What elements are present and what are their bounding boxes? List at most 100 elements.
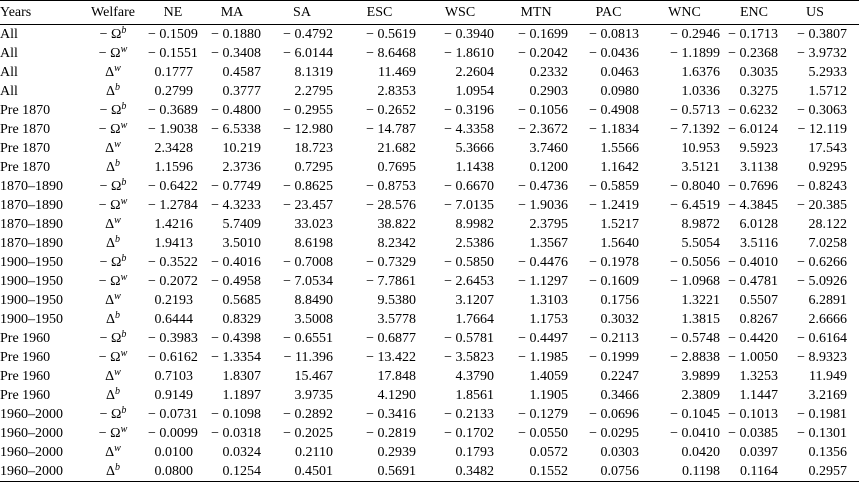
value-cell: 33.023 — [294, 217, 334, 232]
column-header: ENC — [725, 0, 783, 25]
years-cell: 1960–2000 — [0, 464, 63, 479]
value-cell: − 0.2025 — [283, 426, 333, 441]
value-cell: − 0.3522 — [148, 255, 198, 270]
years-cell: 1870–1890 — [0, 217, 63, 232]
value-cell: − 0.8753 — [366, 179, 416, 194]
value-cell: − 0.3063 — [797, 103, 847, 118]
value-cell: − 0.1301 — [797, 426, 847, 441]
value-cell: − 0.5850 — [444, 255, 494, 270]
years-cell: 1960–2000 — [0, 445, 63, 460]
value-cell: 4.1290 — [377, 388, 417, 403]
column-header: NE — [148, 0, 198, 25]
value-cell: 0.8267 — [739, 312, 779, 327]
value-cell: − 0.5056 — [670, 255, 720, 270]
value-cell: 0.1198 — [682, 464, 720, 479]
value-cell: − 0.6162 — [148, 350, 198, 365]
welfare-symbol: Δ — [105, 369, 115, 384]
value-cell: 1.0954 — [455, 84, 495, 99]
welfare-symbol: − Ω — [99, 331, 122, 346]
value-cell: − 0.1509 — [148, 27, 198, 42]
value-cell: 0.4587 — [222, 65, 262, 80]
welfare-cell: Δw — [78, 291, 148, 310]
value-cell: 21.682 — [377, 141, 417, 156]
value-cell: 11.949 — [809, 369, 847, 384]
value-cell: − 4.3233 — [211, 198, 261, 213]
value-cell: 17.848 — [377, 369, 417, 384]
value-cell: 0.2332 — [529, 65, 569, 80]
value-cell: 0.8329 — [222, 312, 262, 327]
table-row: Pre 1870 Δb 1.1596 2.3736 0.7295 0.7695 1.1438… — [0, 158, 859, 177]
value-cell: − 13.422 — [366, 350, 416, 365]
table-row: 1870–1890− Ωw − 1.2784− 4.3233− 23.457− 2… — [0, 196, 859, 215]
value-cell: − 0.5781 — [444, 331, 494, 346]
welfare-superscript: w — [120, 348, 128, 359]
value-cell: − 0.0318 — [211, 426, 261, 441]
welfare-superscript: b — [115, 158, 120, 169]
years-cell: 1900–1950 — [0, 293, 63, 308]
years-cell: Pre 1870 — [0, 160, 51, 175]
value-cell: 1.6376 — [681, 65, 721, 80]
value-cell: − 0.1056 — [518, 103, 568, 118]
years-cell: Pre 1960 — [0, 350, 51, 365]
value-cell: 0.0980 — [600, 84, 640, 99]
value-cell: 0.2799 — [154, 84, 194, 99]
value-cell: 0.3777 — [222, 84, 262, 99]
table-row: All − Ωb − 0.1509− 0.1880− 0.4792− 0.5619−… — [0, 25, 859, 45]
value-cell: − 0.8243 — [797, 179, 847, 194]
value-cell: − 12.980 — [283, 122, 333, 137]
value-cell: − 2.6453 — [444, 274, 494, 289]
table-row: 1870–1890 Δb 1.9413 3.5010 8.6198 8.2342 2.538… — [0, 234, 859, 253]
years-cell: Pre 1870 — [0, 103, 51, 118]
column-header: PAC — [573, 0, 644, 25]
value-cell: 3.9735 — [294, 388, 334, 403]
welfare-cell: Δb — [78, 158, 148, 177]
welfare-symbol: Δ — [105, 160, 115, 175]
value-cell: − 1.9036 — [518, 198, 568, 213]
table-row: Pre 1960 Δw 0.7103 1.8307 15.467 17.848 4.3790… — [0, 367, 859, 386]
column-header: MTN — [499, 0, 573, 25]
value-cell: 2.3736 — [222, 160, 262, 175]
value-cell: 0.1552 — [529, 464, 569, 479]
value-cell: − 0.1702 — [444, 426, 494, 441]
welfare-superscript: b — [121, 101, 127, 112]
value-cell: 2.3809 — [681, 388, 721, 403]
value-cell: − 0.1999 — [589, 350, 639, 365]
welfare-cell: − Ωw — [78, 44, 148, 63]
value-cell: 0.0463 — [600, 65, 640, 80]
value-cell: 2.5386 — [455, 236, 495, 251]
table-row: 1900–1950 Δb 0.6444 0.8329 3.5008 3.5778 1.766… — [0, 310, 859, 329]
value-cell: 0.0572 — [529, 445, 569, 460]
value-cell: 3.5121 — [681, 160, 721, 175]
value-cell: 1.8307 — [222, 369, 262, 384]
value-cell: − 0.2113 — [589, 331, 639, 346]
welfare-superscript: b — [115, 234, 120, 245]
years-cell: Pre 1870 — [0, 141, 51, 156]
table-row: Pre 1960− Ωw − 0.6162− 1.3354− 11.396− 13… — [0, 348, 859, 367]
value-cell: − 0.7008 — [283, 255, 333, 270]
welfare-cell: − Ωw — [78, 272, 148, 291]
table-row: 1960–2000 Δb 0.0800 0.1254 0.4501 0.5691 0.348… — [0, 462, 859, 482]
value-cell: 2.8353 — [377, 84, 417, 99]
value-cell: − 14.787 — [366, 122, 416, 137]
value-cell: − 0.0696 — [589, 407, 639, 422]
value-cell: 2.3795 — [529, 217, 569, 232]
table-row: 1900–1950− Ωb − 0.3522− 0.4016− 0.7008− 0… — [0, 253, 859, 272]
value-cell: 1.5217 — [600, 217, 640, 232]
table-header: Years Welfare NE MA SA ESC WSC MTN PAC WNC ENC US — [0, 0, 859, 25]
welfare-cell: Δw — [78, 443, 148, 462]
welfare-symbol: Δ — [105, 65, 115, 80]
value-cell: 3.9899 — [681, 369, 721, 384]
value-cell: − 11.396 — [283, 350, 333, 365]
welfare-superscript: w — [120, 44, 128, 55]
value-cell: 1.9413 — [154, 236, 194, 251]
value-cell: 2.2604 — [455, 65, 495, 80]
value-cell: 10.953 — [681, 141, 721, 156]
value-cell: 0.0756 — [600, 464, 640, 479]
value-cell: 5.7409 — [222, 217, 262, 232]
welfare-cell: − Ωw — [78, 196, 148, 215]
value-cell: − 28.576 — [366, 198, 416, 213]
value-cell: − 0.5713 — [670, 103, 720, 118]
column-header: ESC — [338, 0, 421, 25]
value-cell: 0.0420 — [681, 445, 721, 460]
